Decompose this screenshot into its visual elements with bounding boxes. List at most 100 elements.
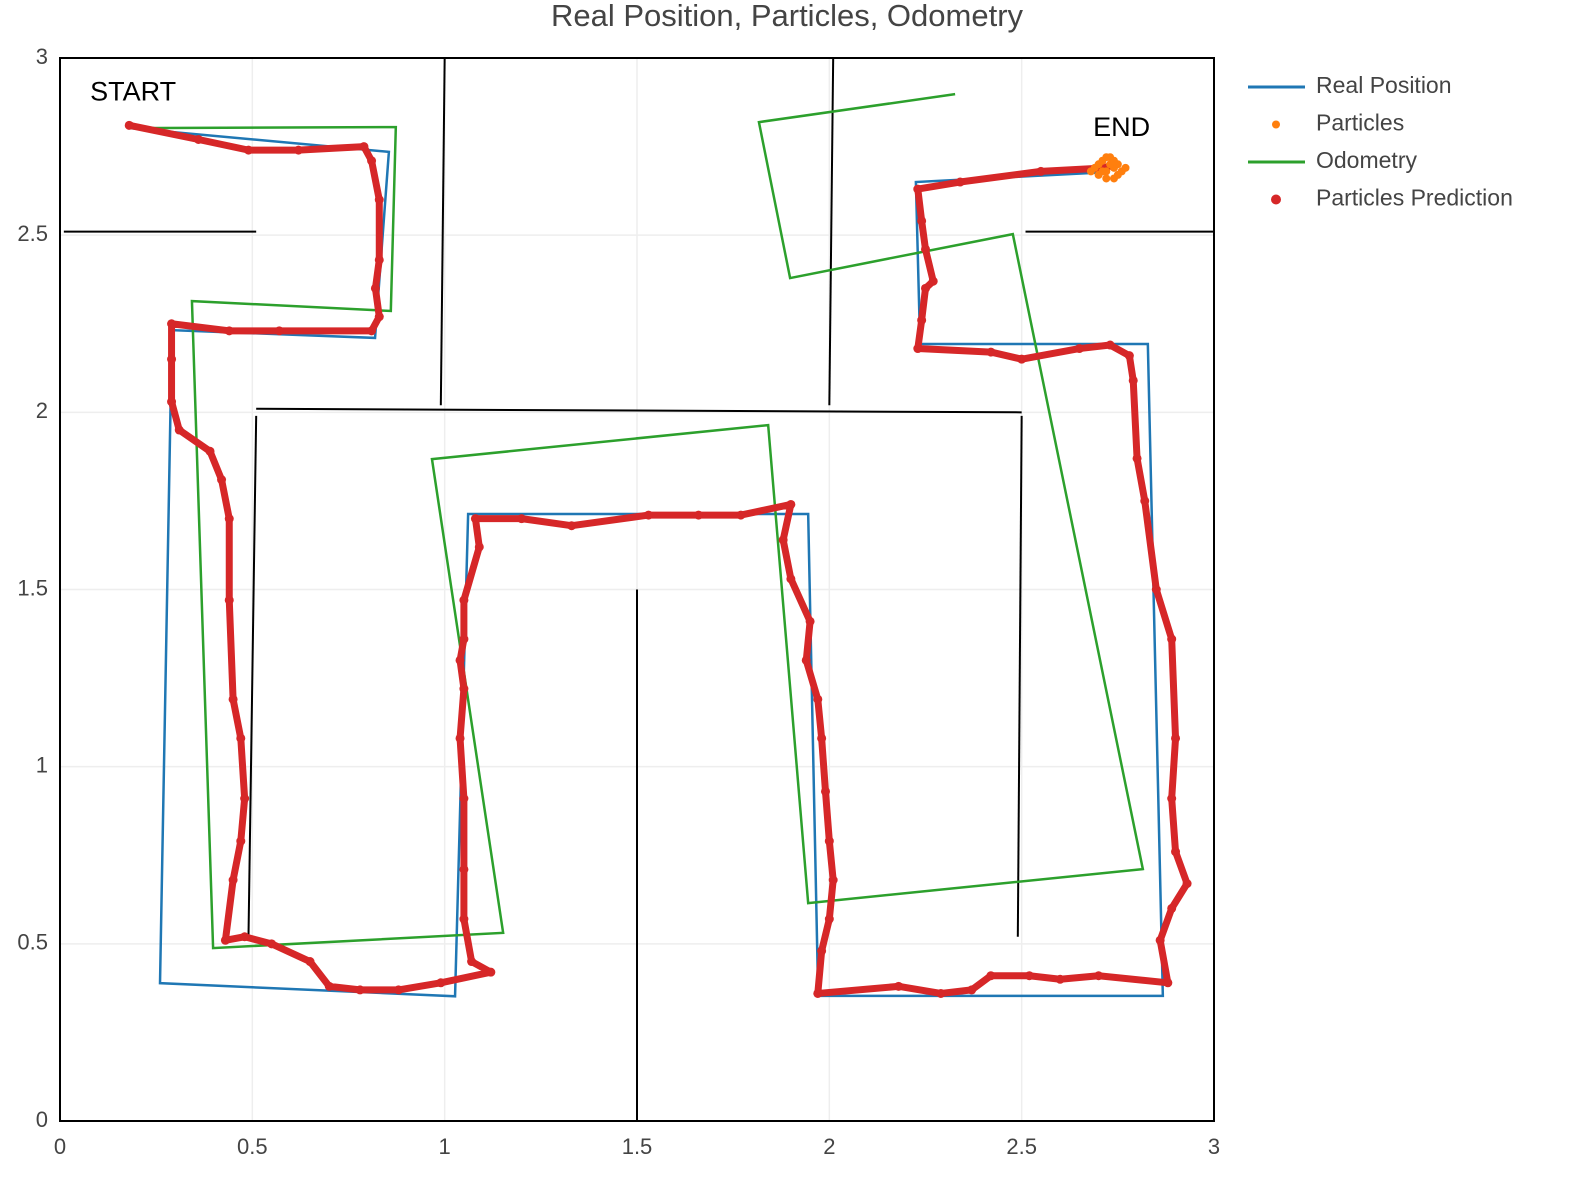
marker	[1163, 978, 1173, 988]
marker	[455, 655, 465, 665]
annotation: START	[90, 77, 176, 107]
marker	[694, 510, 704, 520]
marker	[224, 326, 234, 336]
marker	[167, 354, 177, 364]
marker	[1167, 903, 1177, 913]
y-tick-label: 2	[36, 398, 48, 423]
marker	[805, 616, 815, 626]
marker	[1151, 585, 1161, 594]
y-tick-label: 2.5	[17, 221, 48, 246]
marker	[240, 932, 250, 942]
y-tick-label: 1	[36, 752, 48, 777]
marker	[367, 156, 377, 166]
marker	[817, 733, 827, 743]
series-line	[130, 92, 1145, 950]
marker	[913, 184, 923, 194]
x-tick-label: 1	[439, 1134, 451, 1159]
marker	[467, 957, 477, 967]
wall	[247, 415, 258, 937]
marker	[236, 836, 246, 846]
marker	[370, 283, 380, 293]
marker	[243, 145, 253, 155]
marker	[928, 276, 938, 286]
marker	[1017, 354, 1027, 364]
marker	[228, 875, 238, 885]
marker	[921, 244, 930, 254]
marker	[167, 319, 177, 329]
marker	[220, 935, 230, 945]
x-tick-label: 0	[54, 1134, 66, 1159]
wall	[256, 407, 1022, 414]
legend-label: Real Position	[1316, 72, 1452, 98]
marker	[778, 535, 788, 545]
marker	[644, 510, 654, 520]
marker	[1132, 453, 1142, 463]
marker	[1024, 971, 1034, 981]
wall	[1016, 415, 1023, 937]
marker	[240, 794, 250, 804]
marker	[1094, 971, 1104, 981]
marker	[374, 195, 384, 205]
marker	[1182, 879, 1192, 889]
y-tick-label: 3	[36, 44, 48, 69]
marker	[486, 967, 496, 977]
annotation: END	[1093, 112, 1150, 142]
marker	[820, 786, 830, 796]
marker	[205, 446, 215, 456]
marker	[474, 542, 484, 552]
marker	[1121, 163, 1130, 172]
marker	[567, 521, 577, 531]
prediction-trace	[125, 121, 1191, 997]
x-tick-label: 3	[1208, 1134, 1220, 1159]
marker	[1171, 847, 1181, 857]
x-tick-label: 0.5	[237, 1134, 268, 1159]
marker	[267, 939, 277, 949]
marker	[305, 957, 315, 967]
marker	[174, 425, 184, 435]
marker	[470, 514, 480, 524]
marker	[293, 145, 303, 155]
marker	[374, 255, 384, 265]
marker	[1102, 174, 1111, 183]
marker	[1109, 156, 1118, 165]
legend-swatch	[1271, 194, 1281, 205]
marker	[359, 142, 369, 152]
marker	[986, 347, 996, 357]
series-line	[129, 126, 1165, 998]
marker	[455, 733, 465, 743]
marker	[436, 978, 446, 988]
marker	[193, 134, 203, 144]
marker	[167, 397, 177, 407]
marker	[459, 914, 469, 924]
marker	[824, 836, 834, 846]
x-tick-label: 2.5	[1006, 1134, 1037, 1159]
marker	[324, 981, 334, 991]
marker	[813, 988, 823, 998]
marker	[813, 694, 823, 704]
marker	[824, 914, 834, 924]
marker	[917, 315, 927, 325]
x-tick-label: 2	[823, 1134, 835, 1159]
marker	[459, 864, 469, 874]
marker	[828, 875, 838, 885]
y-tick-label: 0	[36, 1107, 48, 1132]
marker	[1171, 733, 1181, 743]
marker	[1167, 794, 1177, 804]
marker	[736, 510, 746, 520]
y-tick-label: 1.5	[17, 575, 48, 600]
marker	[801, 655, 811, 665]
marker	[1167, 634, 1177, 644]
legend-swatch	[1272, 120, 1280, 129]
marker	[1113, 170, 1122, 179]
marker	[1140, 496, 1150, 506]
marker	[1074, 344, 1084, 354]
legend-label: Particles	[1316, 110, 1404, 136]
marker	[917, 216, 927, 226]
marker	[228, 694, 238, 704]
marker	[786, 574, 796, 584]
marker	[936, 988, 946, 998]
marker	[986, 971, 996, 981]
marker	[1094, 160, 1103, 169]
wall	[828, 57, 835, 406]
